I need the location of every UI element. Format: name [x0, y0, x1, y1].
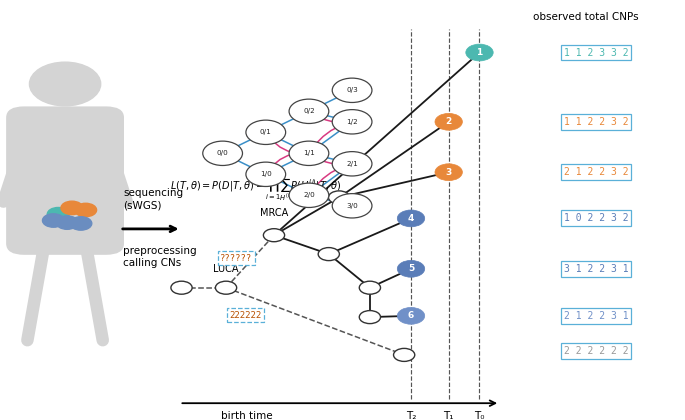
- Text: T₂: T₂: [406, 411, 416, 420]
- Circle shape: [70, 217, 92, 230]
- Circle shape: [215, 281, 237, 294]
- Circle shape: [42, 214, 64, 227]
- Text: 1: 1: [476, 48, 483, 57]
- Text: MRCA: MRCA: [260, 208, 288, 218]
- Text: 5: 5: [408, 264, 414, 273]
- Ellipse shape: [246, 120, 286, 144]
- Ellipse shape: [332, 110, 372, 134]
- Text: 1/2: 1/2: [346, 119, 358, 125]
- Text: 1 0 2 2 3 2: 1 0 2 2 3 2: [564, 213, 628, 223]
- Text: 2 1 2 2 3 1: 2 1 2 2 3 1: [564, 311, 628, 321]
- Text: 0/0: 0/0: [216, 150, 229, 156]
- Circle shape: [397, 210, 425, 227]
- Ellipse shape: [289, 99, 329, 123]
- Text: birth time: birth time: [221, 411, 273, 420]
- Text: 2/1: 2/1: [346, 161, 358, 167]
- Ellipse shape: [332, 194, 372, 218]
- Text: 3: 3: [445, 168, 452, 177]
- Ellipse shape: [289, 183, 329, 207]
- Circle shape: [359, 281, 381, 294]
- Text: 6: 6: [408, 311, 414, 320]
- Circle shape: [29, 62, 101, 106]
- Text: $L(T,\theta) = P(D|T,\theta) = \prod_{i=1}^{m}\sum_{H^{(i)}}P(H^{(i)}|T,\theta)$: $L(T,\theta) = P(D|T,\theta) = \prod_{i=…: [170, 171, 341, 203]
- Text: 222222: 222222: [229, 310, 262, 320]
- FancyBboxPatch shape: [7, 107, 123, 254]
- Circle shape: [47, 207, 69, 221]
- Text: 3 1 2 2 3 1: 3 1 2 2 3 1: [564, 264, 628, 274]
- Text: 4: 4: [408, 214, 414, 223]
- Ellipse shape: [246, 162, 286, 186]
- Text: 1 1 2 2 3 2: 1 1 2 2 3 2: [564, 117, 628, 127]
- Circle shape: [56, 216, 78, 229]
- Text: 1 1 2 3 3 2: 1 1 2 3 3 2: [564, 47, 628, 58]
- Text: preprocessing
calling CNs: preprocessing calling CNs: [123, 246, 197, 268]
- Text: 1/1: 1/1: [303, 150, 315, 156]
- Circle shape: [263, 228, 285, 241]
- Text: 3/0: 3/0: [346, 203, 358, 209]
- Ellipse shape: [289, 141, 329, 165]
- Text: T₁: T₁: [443, 411, 454, 420]
- Ellipse shape: [203, 141, 242, 165]
- Text: sequencing
(sWGS): sequencing (sWGS): [123, 188, 184, 210]
- Circle shape: [359, 311, 381, 323]
- Circle shape: [171, 281, 192, 294]
- Text: observed total CNPs: observed total CNPs: [533, 12, 638, 22]
- Text: ??????: ??????: [220, 254, 253, 263]
- Text: T₀: T₀: [474, 411, 485, 420]
- Circle shape: [397, 307, 425, 324]
- Text: 0/2: 0/2: [303, 108, 315, 114]
- Ellipse shape: [332, 78, 372, 102]
- Text: 2: 2: [445, 117, 452, 126]
- Text: 0/1: 0/1: [260, 129, 272, 135]
- Circle shape: [435, 164, 462, 181]
- Text: LUCA: LUCA: [213, 264, 239, 274]
- Text: 2 1 2 2 3 2: 2 1 2 2 3 2: [564, 167, 628, 177]
- Circle shape: [61, 201, 83, 215]
- Circle shape: [328, 191, 349, 204]
- Circle shape: [393, 349, 414, 361]
- Text: 0/3: 0/3: [346, 87, 358, 93]
- Ellipse shape: [332, 152, 372, 176]
- Text: 1/0: 1/0: [260, 171, 272, 177]
- Text: 2 2 2 2 2 2: 2 2 2 2 2 2: [564, 346, 628, 356]
- Text: 2/0: 2/0: [303, 192, 315, 198]
- Circle shape: [435, 113, 462, 130]
- Circle shape: [397, 260, 425, 277]
- Circle shape: [75, 203, 97, 217]
- Circle shape: [318, 247, 340, 260]
- Circle shape: [466, 44, 493, 61]
